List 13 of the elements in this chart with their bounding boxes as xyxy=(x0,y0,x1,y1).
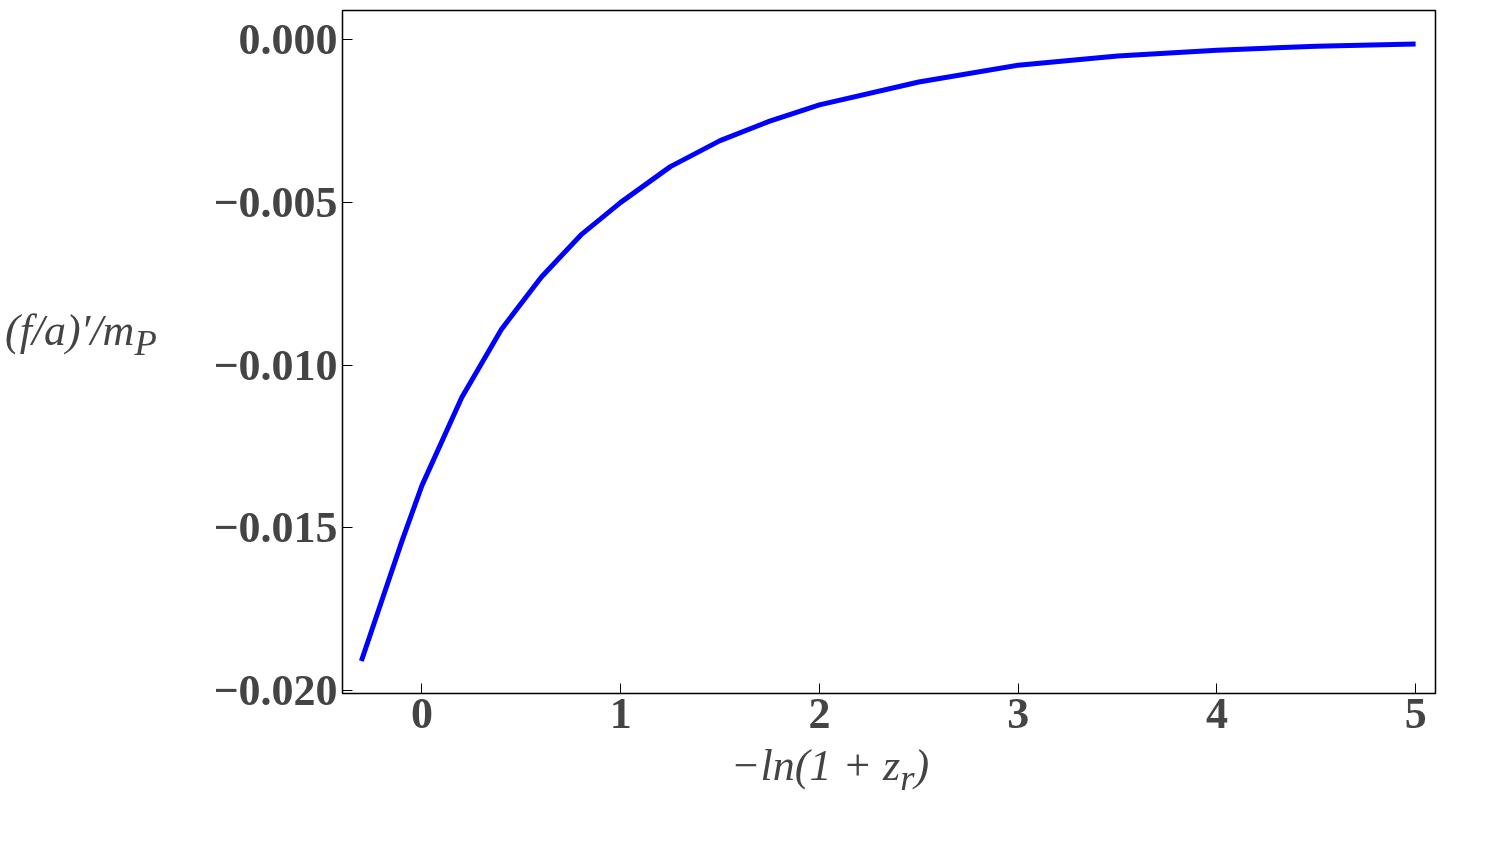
y-tick-label: −0.015 xyxy=(213,503,338,553)
x-tick-label: 4 xyxy=(1205,688,1228,738)
y-axis-title: (f/a)′/m$_{P}$ xyxy=(5,305,157,365)
y-tick-label: −0.020 xyxy=(213,665,338,715)
y-tick-label: −0.005 xyxy=(213,177,338,227)
y-tick-label: 0.000 xyxy=(238,15,338,65)
x-tick-label: 2 xyxy=(808,688,831,738)
x-tick-label: 0 xyxy=(410,688,433,738)
x-axis-title: −ln(1 + z$_{r}$) xyxy=(730,741,930,798)
x-tick-label: 1 xyxy=(609,688,632,738)
x-tick-label: 3 xyxy=(1007,688,1030,738)
y-tick-label: −0.010 xyxy=(213,340,338,390)
x-tick-label: 5 xyxy=(1404,688,1427,738)
